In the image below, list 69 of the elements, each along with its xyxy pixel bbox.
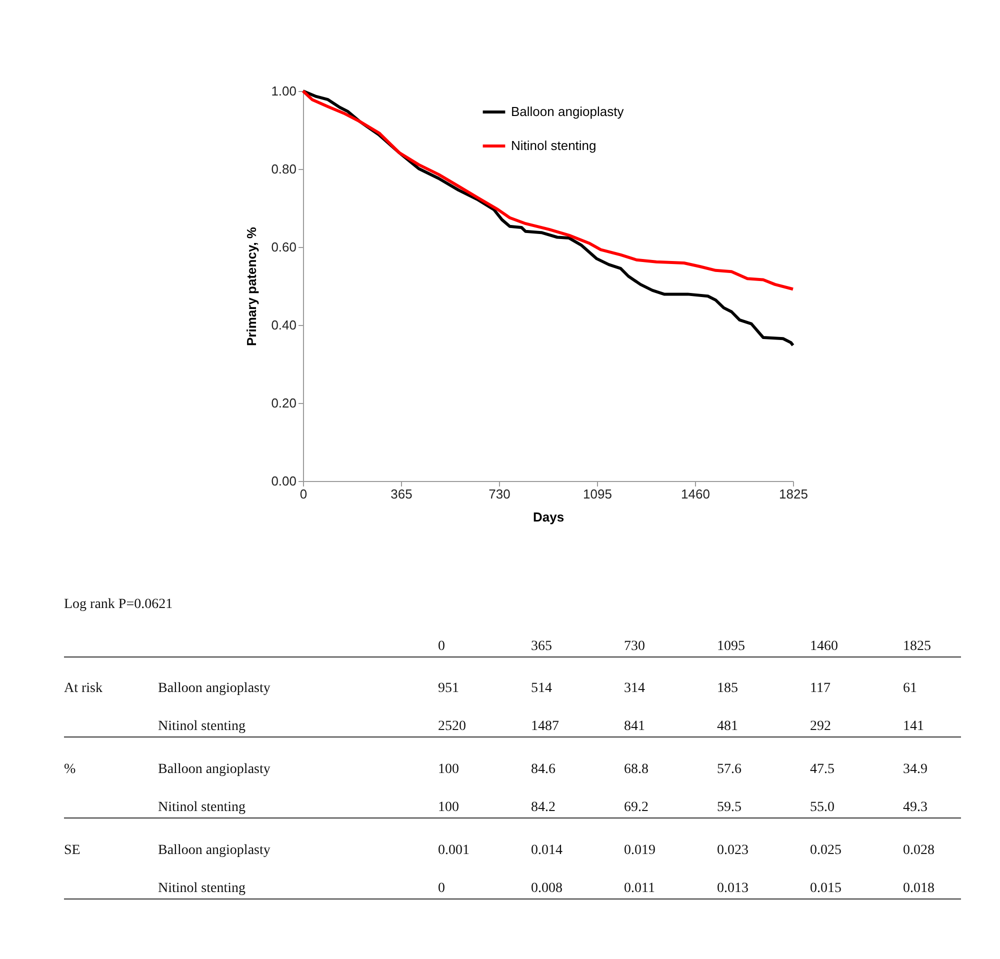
text: 68.8 <box>624 762 648 777</box>
text: 0.025 <box>810 843 842 858</box>
text: 2520 <box>438 719 466 734</box>
text: 0.013 <box>717 881 748 896</box>
y-tick-label: 0.80 <box>271 162 296 176</box>
text: Nitinol stenting <box>158 800 246 815</box>
text: 314 <box>624 681 645 696</box>
text: 0.001 <box>438 843 470 858</box>
text: 55.0 <box>810 800 834 815</box>
text: Balloon angioplasty <box>158 843 270 858</box>
line-series <box>302 90 794 291</box>
text: 0.028 <box>903 843 934 858</box>
text: 61 <box>903 681 917 696</box>
text: 951 <box>438 681 459 696</box>
text: At risk <box>64 681 102 696</box>
text: Nitinol stenting <box>158 881 246 896</box>
legend-label: Balloon angioplasty <box>511 104 624 119</box>
text: 49.3 <box>903 800 928 815</box>
text: Balloon angioplasty <box>158 762 270 777</box>
text: 141 <box>903 719 924 734</box>
x-tick-label: 1460 <box>681 486 710 502</box>
x-tick-label: 730 <box>488 486 510 502</box>
text: 0.014 <box>531 843 562 858</box>
text: Log rank P=0.0621 <box>64 597 173 612</box>
text: 84.2 <box>531 800 556 815</box>
text: 117 <box>810 681 830 696</box>
text: 0.015 <box>810 881 842 896</box>
text: 1460 <box>810 639 838 654</box>
text: 84.6 <box>531 762 556 777</box>
text: 841 <box>624 719 645 734</box>
text: 47.5 <box>810 762 834 777</box>
x-tick-label: 365 <box>390 486 412 502</box>
text: Balloon angioplasty <box>158 681 270 696</box>
text: 34.9 <box>903 762 928 777</box>
text: 100 <box>438 762 459 777</box>
legend-label: Nitinol stenting <box>511 138 596 153</box>
text: 100 <box>438 800 459 815</box>
text: 69.2 <box>624 800 648 815</box>
text: 292 <box>810 719 831 734</box>
text: 59.5 <box>717 800 742 815</box>
x-tick-label: 1095 <box>583 486 612 502</box>
y-tick-label: 0.60 <box>271 240 296 254</box>
y-tick-label: 0.20 <box>271 396 296 410</box>
text: 1095 <box>717 639 745 654</box>
text: 185 <box>717 681 738 696</box>
x-axis-title: Days <box>532 510 564 524</box>
y-tick-label: 1.00 <box>271 84 296 98</box>
text: 57.6 <box>717 762 742 777</box>
text: % <box>64 762 76 777</box>
x-tick-label: 0 <box>300 486 308 502</box>
text: 1487 <box>531 719 559 734</box>
y-axis-title: Primary patency, % <box>244 226 260 346</box>
text: 0.008 <box>531 881 562 896</box>
text: 0 <box>438 881 445 896</box>
text: 1825 <box>903 639 931 654</box>
x-tick-label: 1825 <box>779 486 808 502</box>
text: SE <box>64 843 80 858</box>
text: 481 <box>717 719 738 734</box>
text: Nitinol stenting <box>158 719 246 734</box>
text: 0.018 <box>903 881 934 896</box>
text: 0.011 <box>624 881 655 896</box>
y-tick-label: 0.00 <box>271 474 296 488</box>
text: 730 <box>624 639 645 654</box>
text: 0 <box>438 639 445 654</box>
text: 0.023 <box>717 843 748 858</box>
text: 365 <box>531 639 552 654</box>
y-tick-label: 0.40 <box>271 318 296 332</box>
text: 0.019 <box>624 843 656 858</box>
text: 514 <box>531 681 552 696</box>
